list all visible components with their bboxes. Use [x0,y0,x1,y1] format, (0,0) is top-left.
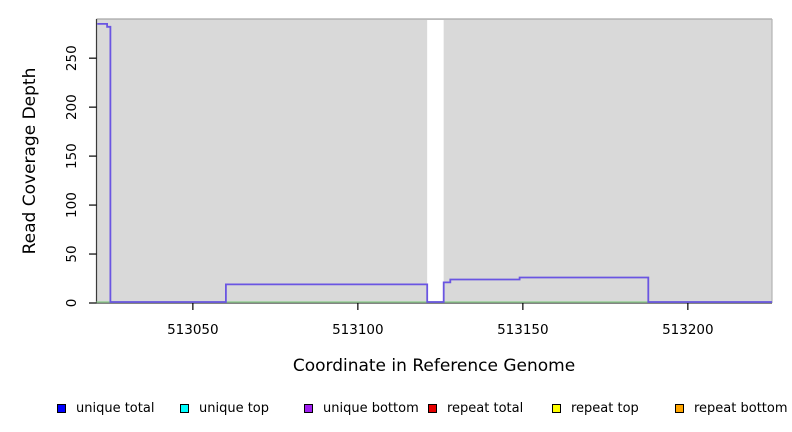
y-tick-label: 250 [64,45,80,71]
legend-item-repeat-bottom: repeat bottom [675,399,788,417]
y-tick-label: 100 [64,192,80,218]
x-axis-title: Coordinate in Reference Genome [292,356,576,376]
legend-label: unique top [199,400,270,416]
y-tick-label: 0 [64,299,80,308]
y-tick-label: 50 [64,245,80,262]
x-tick-label: 513150 [497,322,549,338]
legend-label: repeat total [447,400,524,416]
legend-item-repeat-top: repeat top [552,399,639,417]
legend-label: unique bottom [323,400,419,416]
y-tick-label: 200 [64,94,80,120]
series-line-unique-bottom-coverage [97,22,772,303]
y-tick-label: 150 [64,143,80,169]
legend-swatch-icon [552,403,561,413]
y-axis-title: Read Coverage Depth [20,67,40,255]
x-tick-label: 513100 [332,322,384,338]
legend-swatch-icon [57,403,66,413]
legend-swatch-icon [428,403,437,413]
legend-label: repeat bottom [694,400,788,416]
legend-swatch-icon [304,403,313,413]
x-tick-label: 513200 [662,322,714,338]
legend-label: unique total [76,400,155,416]
legend-item-unique-total: unique total [57,399,154,417]
legend-item-repeat-total: repeat total [428,399,523,417]
legend-label: repeat top [571,400,639,416]
coverage-gap-region [427,20,444,303]
x-tick-label: 513050 [167,322,219,338]
legend-swatch-icon [180,403,189,413]
legend-item-unique-top: unique top [180,399,269,417]
legend-swatch-icon [675,403,684,413]
legend-item-unique-bottom: unique bottom [304,399,419,417]
legend: unique total unique top unique bottom repea… [0,399,792,419]
